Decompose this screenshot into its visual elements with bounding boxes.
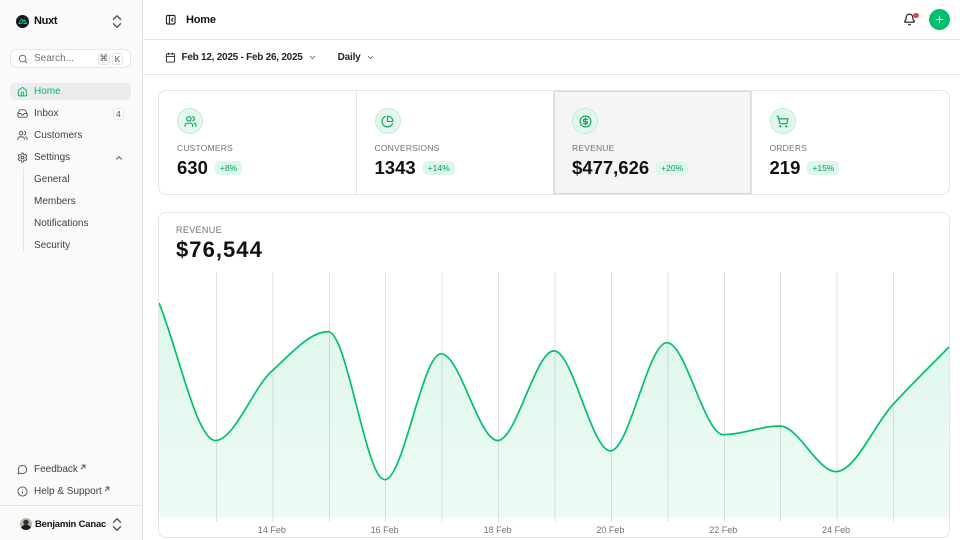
svg-text:24 Feb: 24 Feb	[822, 525, 850, 535]
svg-text:22 Feb: 22 Feb	[709, 525, 737, 535]
svg-text:20 Feb: 20 Feb	[596, 525, 624, 535]
svg-text:16 Feb: 16 Feb	[371, 525, 399, 535]
svg-text:18 Feb: 18 Feb	[484, 525, 512, 535]
svg-text:14 Feb: 14 Feb	[258, 525, 286, 535]
